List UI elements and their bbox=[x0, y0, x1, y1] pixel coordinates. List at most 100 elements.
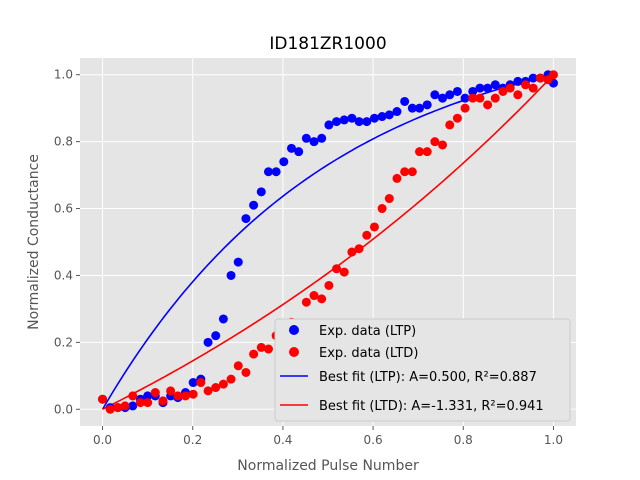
ltp-data-point bbox=[211, 331, 221, 341]
ltp-data-point bbox=[460, 93, 470, 103]
ltd-data-point bbox=[249, 349, 259, 359]
y-tick-label: 0.0 bbox=[54, 402, 73, 416]
ltp-data-point bbox=[301, 133, 311, 143]
ltd-data-point bbox=[105, 404, 115, 414]
ltd-data-point bbox=[128, 391, 138, 401]
legend-label-ltp-fit: Best fit (LTP): A=0.500, R²=0.887 bbox=[319, 370, 537, 385]
ltp-data-point bbox=[188, 378, 198, 388]
ltd-data-point bbox=[528, 83, 538, 93]
ltd-data-point bbox=[332, 264, 342, 274]
ltd-data-point bbox=[113, 403, 123, 413]
legend-label-ltp-data: Exp. data (LTP) bbox=[319, 324, 416, 339]
ltd-data-point bbox=[241, 367, 251, 377]
y-axis-label: Normalized Conductance bbox=[26, 154, 42, 330]
ltp-data-point bbox=[226, 270, 236, 280]
legend-box bbox=[274, 318, 571, 422]
y-tick-label: 0.8 bbox=[54, 135, 73, 149]
ltd-data-point bbox=[535, 73, 545, 83]
legend-marker-ltd-data bbox=[289, 347, 299, 357]
ltp-data-point bbox=[347, 113, 357, 123]
ltp-data-point bbox=[392, 107, 402, 117]
ltd-data-point bbox=[120, 401, 130, 411]
ltp-data-point bbox=[294, 147, 304, 157]
ltd-data-point bbox=[400, 167, 410, 177]
ltd-data-point bbox=[181, 391, 191, 401]
ltp-data-point bbox=[415, 103, 425, 113]
x-tick-label: 0.4 bbox=[273, 433, 292, 447]
y-tick-label: 0.6 bbox=[54, 202, 73, 216]
x-tick-label: 0.6 bbox=[364, 433, 383, 447]
ltd-data-point bbox=[445, 120, 455, 130]
ltd-data-point bbox=[98, 394, 108, 404]
ltd-data-point bbox=[143, 398, 153, 408]
ltp-data-point bbox=[468, 86, 478, 96]
ltp-data-point bbox=[249, 200, 259, 210]
x-axis-label: Normalized Pulse Number bbox=[237, 458, 419, 474]
ltp-data-point bbox=[430, 90, 440, 100]
ltp-data-point bbox=[369, 113, 379, 123]
ltd-data-point bbox=[490, 93, 500, 103]
ltd-data-point bbox=[430, 137, 440, 147]
ltd-data-point bbox=[150, 388, 160, 398]
ltp-data-point bbox=[483, 83, 493, 93]
ltd-data-point bbox=[468, 93, 478, 103]
ltp-data-point bbox=[286, 143, 296, 153]
ltd-data-point bbox=[452, 113, 462, 123]
ltp-data-point bbox=[256, 187, 266, 197]
ltd-data-point bbox=[309, 291, 319, 301]
y-tick-label: 0.4 bbox=[54, 268, 73, 282]
data-points bbox=[98, 70, 558, 414]
ltd-data-point bbox=[347, 247, 357, 257]
ltd-data-point bbox=[317, 294, 327, 304]
legend-marker-ltp-data bbox=[289, 325, 299, 335]
ltd-data-point bbox=[226, 374, 236, 384]
ltd-data-point bbox=[188, 389, 198, 399]
ltd-data-point bbox=[135, 398, 145, 408]
ltd-data-point bbox=[415, 147, 425, 157]
ltp-data-point bbox=[400, 96, 410, 106]
ltp-data-point bbox=[332, 117, 342, 127]
legend-label-ltd-fit: Best fit (LTD): A=-1.331, R²=0.941 bbox=[319, 399, 544, 414]
ltp-data-point bbox=[362, 117, 372, 127]
grid bbox=[80, 58, 576, 426]
ltp-data-point bbox=[128, 401, 138, 411]
ltp-data-point bbox=[339, 115, 349, 125]
ltd-data-point bbox=[324, 280, 334, 290]
ltd-data-point bbox=[339, 267, 349, 277]
ltp-data-point bbox=[407, 103, 417, 113]
ltp-data-point bbox=[271, 167, 281, 177]
ltp-data-point bbox=[354, 117, 364, 127]
x-tick-label: 0.2 bbox=[183, 433, 202, 447]
ltd-data-point bbox=[392, 173, 402, 183]
x-tick-label: 1.0 bbox=[544, 433, 563, 447]
ltp-data-point bbox=[384, 110, 394, 120]
ltd-data-point bbox=[263, 344, 273, 354]
ltp-data-point bbox=[324, 120, 334, 130]
ltd-data-point bbox=[218, 379, 228, 389]
ltd-data-point bbox=[460, 103, 470, 113]
ltd-data-point bbox=[422, 147, 432, 157]
ltd-data-point bbox=[548, 70, 558, 80]
ltp-data-point bbox=[263, 167, 273, 177]
ltp-data-point bbox=[445, 90, 455, 100]
ltp-data-point bbox=[475, 83, 485, 93]
ltp-data-point bbox=[490, 80, 500, 90]
ltd-data-point bbox=[256, 342, 266, 352]
ltd-data-point bbox=[483, 100, 493, 110]
ltd-data-point bbox=[475, 93, 485, 103]
ltd-data-point bbox=[158, 396, 168, 406]
ltp-data-point bbox=[317, 133, 327, 143]
ltp-data-point bbox=[513, 76, 523, 86]
ltd-data-point bbox=[505, 83, 515, 93]
x-tick-label: 0.8 bbox=[454, 433, 473, 447]
ltp-data-point bbox=[528, 73, 538, 83]
legend: Exp. data (LTP) Exp. data (LTD) Best fit… bbox=[274, 318, 571, 422]
ltd-data-point bbox=[513, 90, 523, 100]
ltd-data-point bbox=[362, 230, 372, 240]
ltp-data-point bbox=[218, 314, 228, 324]
ltd-data-point bbox=[196, 378, 206, 388]
ltd-data-point bbox=[166, 386, 176, 396]
ltp-data-point bbox=[279, 157, 289, 167]
ltd-data-point bbox=[520, 80, 530, 90]
